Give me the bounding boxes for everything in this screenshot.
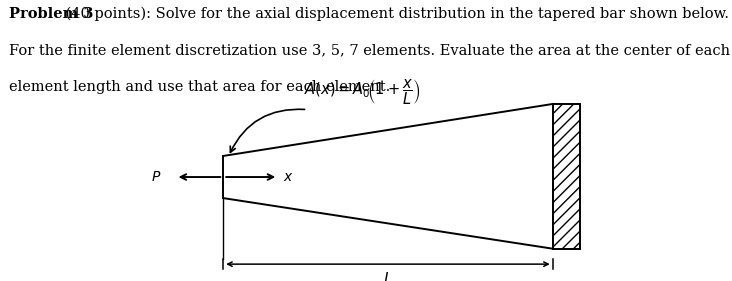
Text: (40 points): Solve for the axial displacement distribution in the tapered bar sh: (40 points): Solve for the axial displac… — [61, 7, 730, 21]
Text: $x$: $x$ — [283, 170, 294, 184]
Text: $A(x) = A_0\!\left(1 + \dfrac{x}{L}\right)$: $A(x) = A_0\!\left(1 + \dfrac{x}{L}\righ… — [304, 77, 421, 107]
Text: element length and use that area for each element.: element length and use that area for eac… — [9, 80, 390, 94]
Text: $L$: $L$ — [383, 271, 393, 281]
Bar — [553, 104, 580, 249]
Text: $P$: $P$ — [151, 170, 161, 184]
Text: Problem 3: Problem 3 — [9, 7, 93, 21]
Text: For the finite element discretization use 3, 5, 7 elements. Evaluate the area at: For the finite element discretization us… — [9, 44, 730, 58]
